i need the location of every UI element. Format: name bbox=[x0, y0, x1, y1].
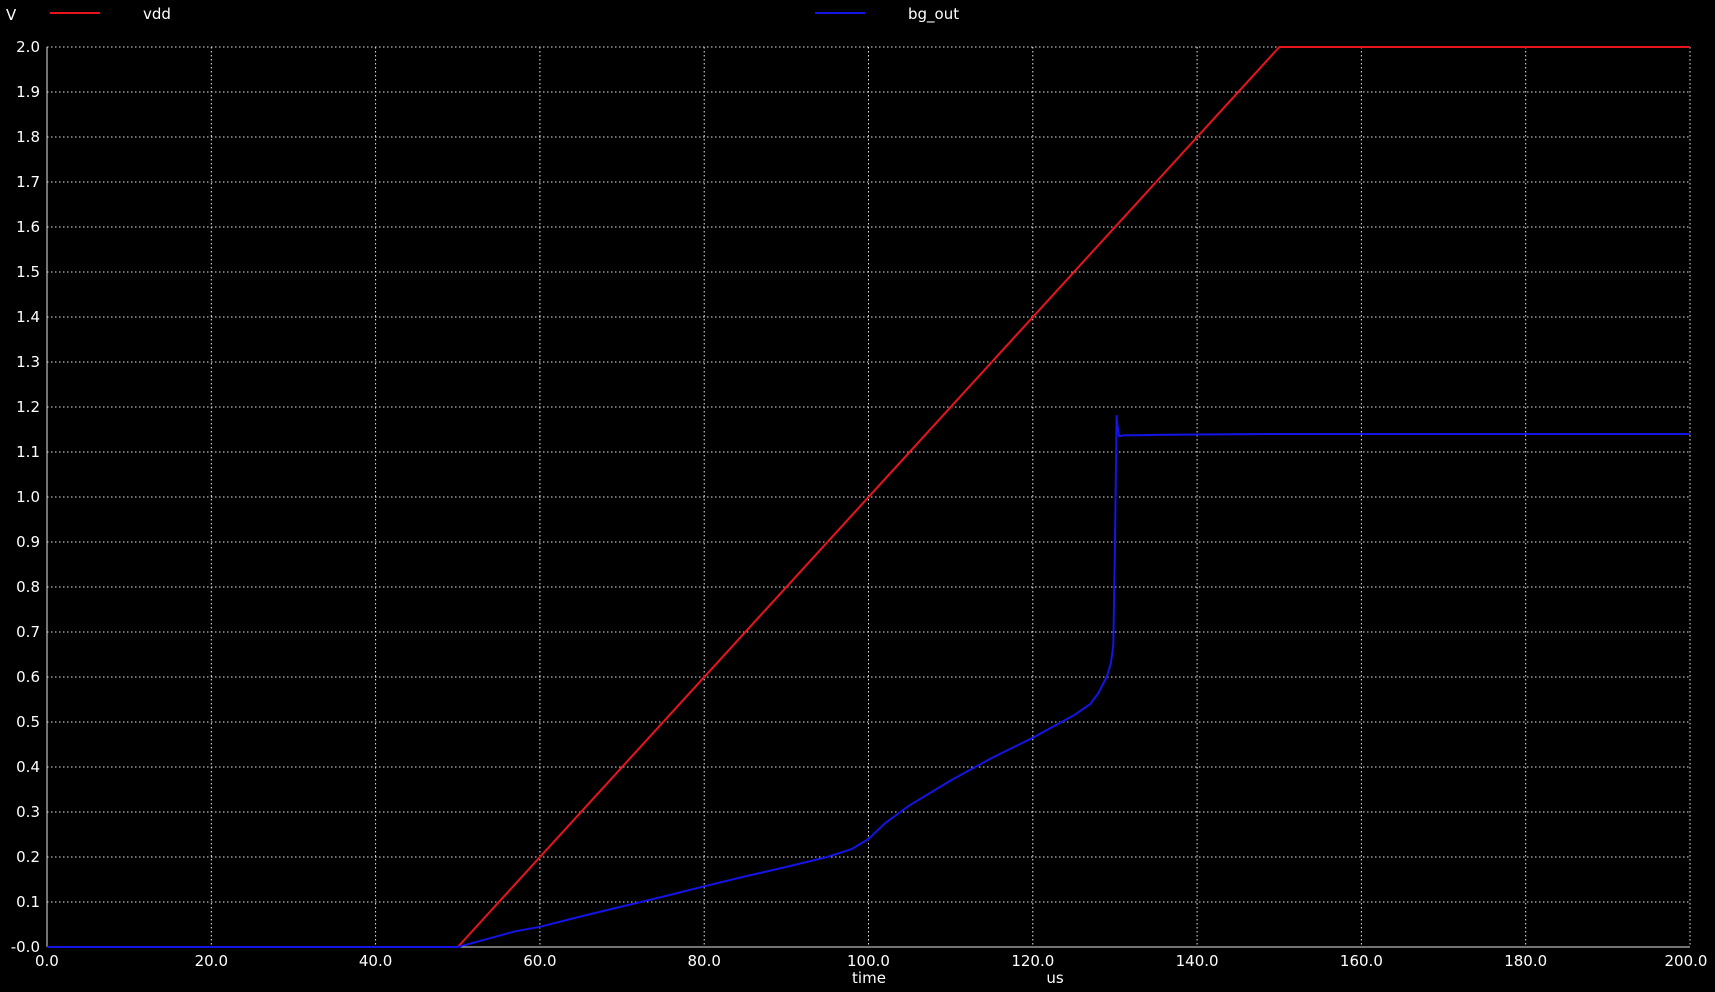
y-tick-label: 0.6 bbox=[16, 668, 40, 686]
legend-label: vdd bbox=[143, 5, 171, 23]
x-tick-label: 120.0 bbox=[1011, 952, 1054, 970]
y-axis-ticks: -0.0 0.1 0.2 0.3 0.4 0.5 0.6 0.7 0.8 0.9 1.0 1.1 1.2… bbox=[11, 38, 40, 956]
y-axis-label: V bbox=[6, 6, 17, 24]
series-layer bbox=[47, 46, 1690, 948]
y-tick-label: 1.1 bbox=[16, 443, 40, 461]
y-tick-label: 1.4 bbox=[16, 308, 40, 326]
y-tick-label: 0.2 bbox=[16, 848, 40, 866]
x-tick-label: 100.0 bbox=[847, 952, 890, 970]
y-tick-label: 1.7 bbox=[16, 173, 40, 191]
y-tick-label: 0.8 bbox=[16, 578, 40, 596]
y-tick-label: 0.1 bbox=[16, 893, 40, 911]
y-tick-label: 0.3 bbox=[16, 803, 40, 821]
x-tick-label: 200.0 bbox=[1665, 952, 1708, 970]
y-tick-label: 1.5 bbox=[16, 263, 40, 281]
y-tick-label: 1.2 bbox=[16, 398, 40, 416]
y-tick-label: 1.8 bbox=[16, 128, 40, 146]
y-tick-label: 2.0 bbox=[16, 38, 40, 56]
x-tick-label: 20.0 bbox=[195, 952, 228, 970]
y-tick-label: -0.0 bbox=[11, 938, 40, 956]
x-tick-label: 80.0 bbox=[687, 952, 720, 970]
legend-label: bg_out bbox=[908, 5, 959, 24]
y-tick-label: 1.0 bbox=[16, 488, 40, 506]
x-tick-label: 60.0 bbox=[523, 952, 556, 970]
legend: vdd bg_out bbox=[50, 5, 959, 24]
grid bbox=[46, 46, 1691, 948]
y-tick-label: 1.6 bbox=[16, 218, 40, 236]
x-tick-label: 180.0 bbox=[1504, 952, 1547, 970]
y-tick-label: 1.9 bbox=[16, 83, 40, 101]
y-tick-label: 0.4 bbox=[16, 758, 40, 776]
x-axis-ticks: 0.0 20.0 40.0 60.0 80.0 100.0 120.0 140.0 160.0 1… bbox=[35, 952, 1707, 970]
x-axis-label: time bbox=[852, 969, 886, 987]
series-line-bg_out bbox=[47, 415, 1690, 948]
y-tick-label: 0.5 bbox=[16, 713, 40, 731]
x-tick-label: 140.0 bbox=[1176, 952, 1219, 970]
x-tick-label: 160.0 bbox=[1340, 952, 1383, 970]
x-axis-unit: us bbox=[1046, 969, 1064, 987]
x-tick-label: 40.0 bbox=[359, 952, 392, 970]
x-tick-label: 0.0 bbox=[35, 952, 59, 970]
y-tick-label: 0.9 bbox=[16, 533, 40, 551]
y-tick-label: 1.3 bbox=[16, 353, 40, 371]
y-tick-label: 0.7 bbox=[16, 623, 40, 641]
